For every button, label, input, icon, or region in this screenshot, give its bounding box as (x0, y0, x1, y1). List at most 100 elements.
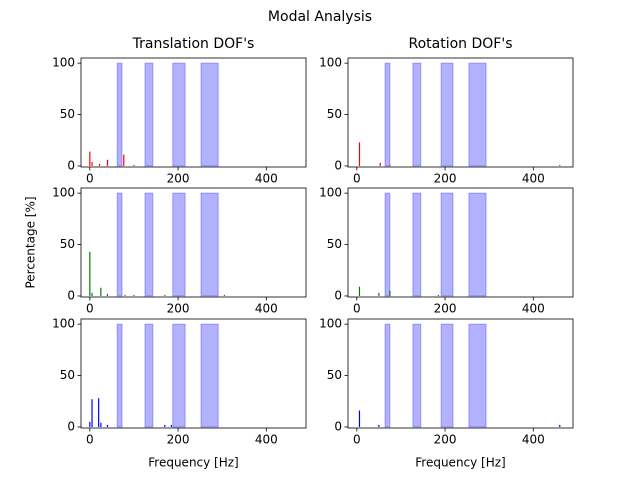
bar (133, 164, 135, 166)
bar (89, 251, 91, 296)
x-tick-label: 0 (86, 433, 94, 447)
axes-title: Translation DOF's (132, 36, 255, 52)
y-tick-label: 50 (60, 107, 75, 121)
span (384, 192, 391, 297)
bar (106, 293, 109, 296)
bar (164, 424, 166, 427)
span (144, 323, 154, 428)
span (468, 192, 487, 297)
bar (98, 398, 100, 427)
span (144, 62, 154, 167)
span (200, 323, 219, 428)
y-tick-label: 0 (67, 419, 75, 433)
x-tick-label: 200 (167, 172, 190, 186)
bar (379, 162, 381, 166)
span (172, 192, 186, 297)
y-tick-label: 0 (67, 288, 75, 302)
x-tick-label: 200 (434, 172, 457, 186)
y-tick-label: 0 (334, 419, 342, 433)
axes-frame (80, 318, 307, 429)
axes-frame (347, 187, 574, 298)
x-tick-label: 200 (434, 302, 457, 316)
span (440, 62, 454, 167)
bar (378, 424, 380, 427)
bar (91, 161, 93, 166)
span (200, 192, 219, 297)
x-tick-label: 0 (353, 302, 361, 316)
bar (170, 424, 173, 427)
figure-title: Modal Analysis (268, 9, 372, 25)
bar (133, 294, 135, 296)
x-tick-label: 0 (86, 302, 94, 316)
bar (91, 292, 93, 296)
span (468, 323, 487, 428)
span (412, 62, 422, 167)
x-tick-label: 0 (353, 433, 361, 447)
x-tick-label: 400 (255, 433, 278, 447)
span (468, 62, 487, 167)
y-axis-label: Percentage [%] (24, 196, 38, 288)
span (440, 323, 454, 428)
x-axis-label: Frequency [Hz] (148, 456, 239, 470)
span (412, 323, 422, 428)
y-tick-label: 50 (327, 107, 342, 121)
y-tick-label: 100 (52, 56, 75, 70)
x-tick-label: 400 (522, 302, 545, 316)
bar (559, 164, 561, 166)
y-tick-label: 100 (319, 56, 342, 70)
x-tick-label: 400 (522, 433, 545, 447)
span (172, 62, 186, 167)
bar (123, 154, 125, 166)
x-axis-label: Frequency [Hz] (415, 456, 506, 470)
bar (164, 294, 166, 296)
bar (358, 286, 361, 296)
y-tick-label: 100 (52, 186, 75, 200)
bar (358, 410, 361, 427)
y-tick-label: 50 (60, 368, 75, 382)
y-tick-label: 0 (334, 158, 342, 172)
y-tick-label: 100 (319, 317, 342, 331)
bar (91, 399, 93, 427)
axes-frame (80, 187, 307, 298)
bar (100, 422, 102, 427)
axes-frame (80, 57, 307, 168)
bar (378, 292, 380, 296)
bar (559, 424, 561, 427)
span (116, 62, 123, 167)
y-tick-label: 50 (327, 368, 342, 382)
bar (106, 424, 109, 427)
bar (358, 142, 361, 166)
bar (389, 164, 391, 166)
x-tick-label: 0 (353, 172, 361, 186)
span (116, 192, 123, 297)
x-tick-label: 200 (434, 433, 457, 447)
x-tick-label: 400 (522, 172, 545, 186)
x-tick-label: 400 (255, 302, 278, 316)
span (412, 192, 422, 297)
y-tick-label: 0 (67, 158, 75, 172)
bar (124, 294, 126, 296)
span (172, 323, 186, 428)
bar (89, 151, 91, 166)
span (144, 192, 154, 297)
span (384, 323, 391, 428)
bar (89, 421, 91, 427)
y-tick-label: 100 (319, 186, 342, 200)
x-tick-label: 200 (167, 302, 190, 316)
axes-frame (347, 57, 574, 168)
x-tick-label: 0 (86, 172, 94, 186)
bar (223, 294, 225, 296)
bar (106, 159, 109, 166)
y-tick-label: 0 (334, 288, 342, 302)
span (116, 323, 123, 428)
axes-title: Rotation DOF's (409, 36, 513, 52)
bar (437, 294, 440, 296)
x-tick-label: 400 (255, 172, 278, 186)
bar (389, 290, 391, 296)
y-tick-label: 50 (327, 237, 342, 251)
axes-frame (347, 318, 574, 429)
bar (98, 163, 101, 166)
bar (100, 287, 102, 296)
y-tick-label: 50 (60, 237, 75, 251)
